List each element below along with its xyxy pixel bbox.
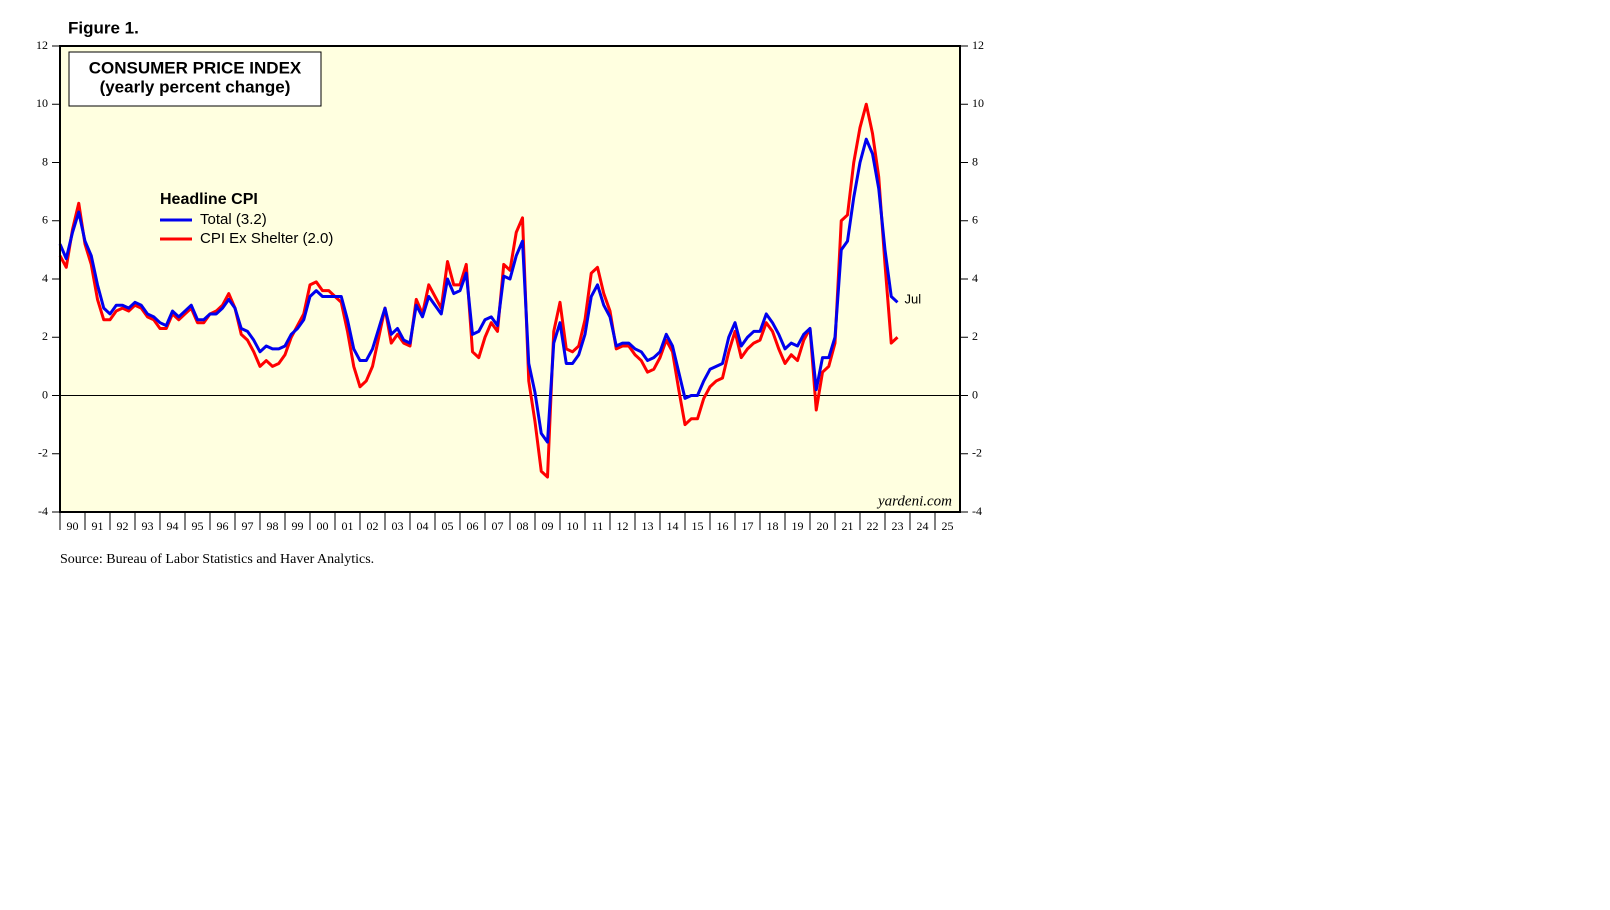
y-tick-label: -2: [38, 446, 48, 460]
plot-layer: [58, 102, 960, 479]
x-tick-label: 02: [367, 519, 379, 533]
x-tick-label: 95: [192, 519, 204, 533]
y2-tick-label: 6: [972, 213, 978, 227]
y-tick-label: 6: [42, 213, 48, 227]
watermark: yardeni.com: [876, 493, 952, 509]
x-tick-label: 20: [817, 519, 829, 533]
x-tick-label: 93: [142, 519, 154, 533]
source-note: Source: Bureau of Labor Statistics and H…: [60, 552, 374, 567]
legend-label: Total (3.2): [200, 211, 267, 228]
y2-tick-label: 8: [972, 154, 978, 168]
y2-tick-label: 4: [972, 271, 978, 285]
y-tick-label: 2: [42, 329, 48, 343]
y2-tick-label: 0: [972, 387, 978, 401]
y-tick-label: 8: [42, 154, 48, 168]
x-tick-label: 90: [67, 519, 79, 533]
figure-label: Figure 1.: [68, 18, 139, 37]
x-tick-label: 04: [417, 519, 429, 533]
x-tick-label: 11: [592, 519, 604, 533]
annotation: Jul: [905, 292, 922, 307]
x-tick-label: 14: [667, 519, 679, 533]
x-tick-label: 94: [167, 519, 179, 533]
title-box: [68, 51, 322, 107]
x-tick-label: 01: [342, 519, 354, 533]
x-tick-label: 12: [617, 519, 629, 533]
x-tick-label: 03: [392, 519, 404, 533]
x-tick-label: 25: [942, 519, 954, 533]
x-tick-label: 16: [717, 519, 729, 533]
x-tick-label: 13: [642, 519, 654, 533]
x-tick-label: 17: [742, 519, 754, 533]
x-tick-label: 22: [867, 519, 879, 533]
x-tick-label: 18: [767, 519, 779, 533]
x-tick-label: 98: [267, 519, 279, 533]
x-tick-label: 06: [467, 519, 479, 533]
series-line: [58, 137, 899, 444]
x-tick-label: 91: [92, 519, 104, 533]
y2-tick-label: 12: [972, 38, 984, 52]
chart-subtitle: (yearly percent change): [100, 77, 291, 96]
legend-label: CPI Ex Shelter (2.0): [200, 230, 333, 247]
x-tick-label: 05: [442, 519, 454, 533]
x-tick-label: 24: [917, 519, 929, 533]
x-tick-label: 99: [292, 519, 304, 533]
y-tick-label: 4: [42, 271, 48, 285]
x-tick-label: 21: [842, 519, 854, 533]
y2-tick-label: -4: [972, 504, 982, 518]
x-tick-label: 00: [317, 519, 329, 533]
x-tick-label: 92: [117, 519, 129, 533]
x-tick-label: 97: [242, 519, 254, 533]
x-tick-label: 96: [217, 519, 229, 533]
x-tick-label: 19: [792, 519, 804, 533]
x-tick-label: 09: [542, 519, 554, 533]
y-tick-label: 10: [36, 96, 48, 110]
y2-tick-label: 2: [972, 329, 978, 343]
chart-title: CONSUMER PRICE INDEX: [89, 58, 302, 77]
series-line: [58, 102, 899, 479]
x-tick-label: 07: [492, 519, 504, 533]
y-tick-label: -4: [38, 504, 48, 518]
y2-tick-label: -2: [972, 446, 982, 460]
y2-tick-label: 10: [972, 96, 984, 110]
y-tick-label: 12: [36, 38, 48, 52]
x-tick-label: 10: [567, 519, 579, 533]
x-tick-label: 08: [517, 519, 529, 533]
x-tick-label: 15: [692, 519, 704, 533]
y-tick-label: 0: [42, 387, 48, 401]
legend-title: Headline CPI: [160, 191, 258, 208]
x-tick-label: 23: [892, 519, 904, 533]
